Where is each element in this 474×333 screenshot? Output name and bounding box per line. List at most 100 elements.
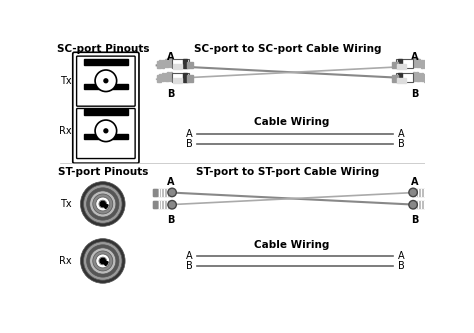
Bar xyxy=(413,72,415,81)
Bar xyxy=(419,73,420,81)
Text: Tx: Tx xyxy=(60,199,72,209)
Text: Cable Wiring: Cable Wiring xyxy=(254,240,329,250)
Text: A: A xyxy=(398,129,404,139)
Bar xyxy=(172,73,189,82)
Circle shape xyxy=(99,257,107,265)
Bar xyxy=(424,60,426,68)
Circle shape xyxy=(104,129,108,133)
Bar xyxy=(83,84,128,89)
Bar xyxy=(413,58,415,67)
Bar xyxy=(421,60,423,68)
Bar xyxy=(183,73,187,82)
Bar xyxy=(424,74,426,82)
Text: A: A xyxy=(186,250,193,260)
Text: B: B xyxy=(411,215,419,225)
Circle shape xyxy=(81,239,125,283)
Bar xyxy=(153,201,157,208)
Bar xyxy=(397,64,406,69)
Circle shape xyxy=(95,120,117,142)
Circle shape xyxy=(100,258,106,264)
Text: B: B xyxy=(186,260,193,271)
Text: ST-port Pinouts: ST-port Pinouts xyxy=(58,167,148,177)
Text: A: A xyxy=(186,129,193,139)
Bar xyxy=(416,72,418,81)
Text: Rx: Rx xyxy=(59,256,72,266)
Bar xyxy=(399,73,402,82)
Circle shape xyxy=(90,191,116,217)
Text: Cable Wiring: Cable Wiring xyxy=(254,117,329,127)
FancyBboxPatch shape xyxy=(77,56,135,106)
Circle shape xyxy=(90,248,116,274)
Circle shape xyxy=(83,242,122,280)
Bar xyxy=(399,59,402,68)
Bar xyxy=(397,78,406,83)
Bar xyxy=(427,61,428,68)
Wedge shape xyxy=(103,204,108,209)
Circle shape xyxy=(409,200,417,209)
Bar xyxy=(187,75,193,82)
Bar xyxy=(172,59,189,68)
Bar xyxy=(162,60,164,68)
Circle shape xyxy=(87,188,119,220)
Circle shape xyxy=(104,79,108,83)
Bar xyxy=(83,59,128,65)
Bar xyxy=(421,73,423,82)
Bar xyxy=(396,73,413,82)
Bar xyxy=(157,61,159,68)
Bar xyxy=(83,134,128,139)
Bar xyxy=(173,64,182,69)
Circle shape xyxy=(96,197,109,211)
Text: A: A xyxy=(398,250,404,260)
Bar xyxy=(167,72,169,81)
Bar xyxy=(83,109,128,115)
Circle shape xyxy=(93,194,113,214)
Bar xyxy=(419,59,420,67)
Text: A: A xyxy=(167,177,174,187)
Bar xyxy=(157,75,159,82)
Bar xyxy=(392,62,399,69)
Circle shape xyxy=(168,188,176,197)
Text: B: B xyxy=(398,260,404,271)
Bar xyxy=(165,73,167,81)
Text: Tx: Tx xyxy=(60,76,72,86)
Bar xyxy=(416,58,418,67)
Text: ST-port to ST-port Cable Wiring: ST-port to ST-port Cable Wiring xyxy=(196,167,379,177)
FancyBboxPatch shape xyxy=(73,52,139,163)
Bar xyxy=(187,62,193,69)
Bar xyxy=(392,75,399,82)
Circle shape xyxy=(168,200,176,209)
Text: B: B xyxy=(167,89,174,99)
Text: SC-port Pinouts: SC-port Pinouts xyxy=(56,44,149,54)
Bar xyxy=(428,201,432,208)
Circle shape xyxy=(409,188,417,197)
Bar xyxy=(159,74,161,82)
Bar xyxy=(428,188,432,195)
Bar xyxy=(183,59,187,68)
Text: SC-port to SC-port Cable Wiring: SC-port to SC-port Cable Wiring xyxy=(194,44,382,54)
Bar xyxy=(165,59,167,67)
Circle shape xyxy=(95,70,117,92)
Bar xyxy=(153,201,172,208)
Bar xyxy=(153,188,157,195)
Bar xyxy=(413,188,432,195)
Circle shape xyxy=(100,201,106,207)
Text: Rx: Rx xyxy=(59,126,72,136)
Text: B: B xyxy=(398,139,404,149)
Bar xyxy=(167,58,169,67)
Bar xyxy=(173,78,182,83)
Circle shape xyxy=(99,200,107,208)
Bar xyxy=(159,60,161,68)
Bar xyxy=(427,75,428,82)
Bar xyxy=(153,188,172,195)
Bar xyxy=(170,58,172,67)
Text: A: A xyxy=(411,52,419,62)
Circle shape xyxy=(81,181,125,226)
FancyBboxPatch shape xyxy=(77,109,135,159)
Circle shape xyxy=(83,185,122,223)
Circle shape xyxy=(96,254,109,268)
Bar xyxy=(413,201,432,208)
Bar xyxy=(170,72,172,81)
Text: B: B xyxy=(186,139,193,149)
Circle shape xyxy=(93,251,113,271)
Bar xyxy=(396,59,413,68)
